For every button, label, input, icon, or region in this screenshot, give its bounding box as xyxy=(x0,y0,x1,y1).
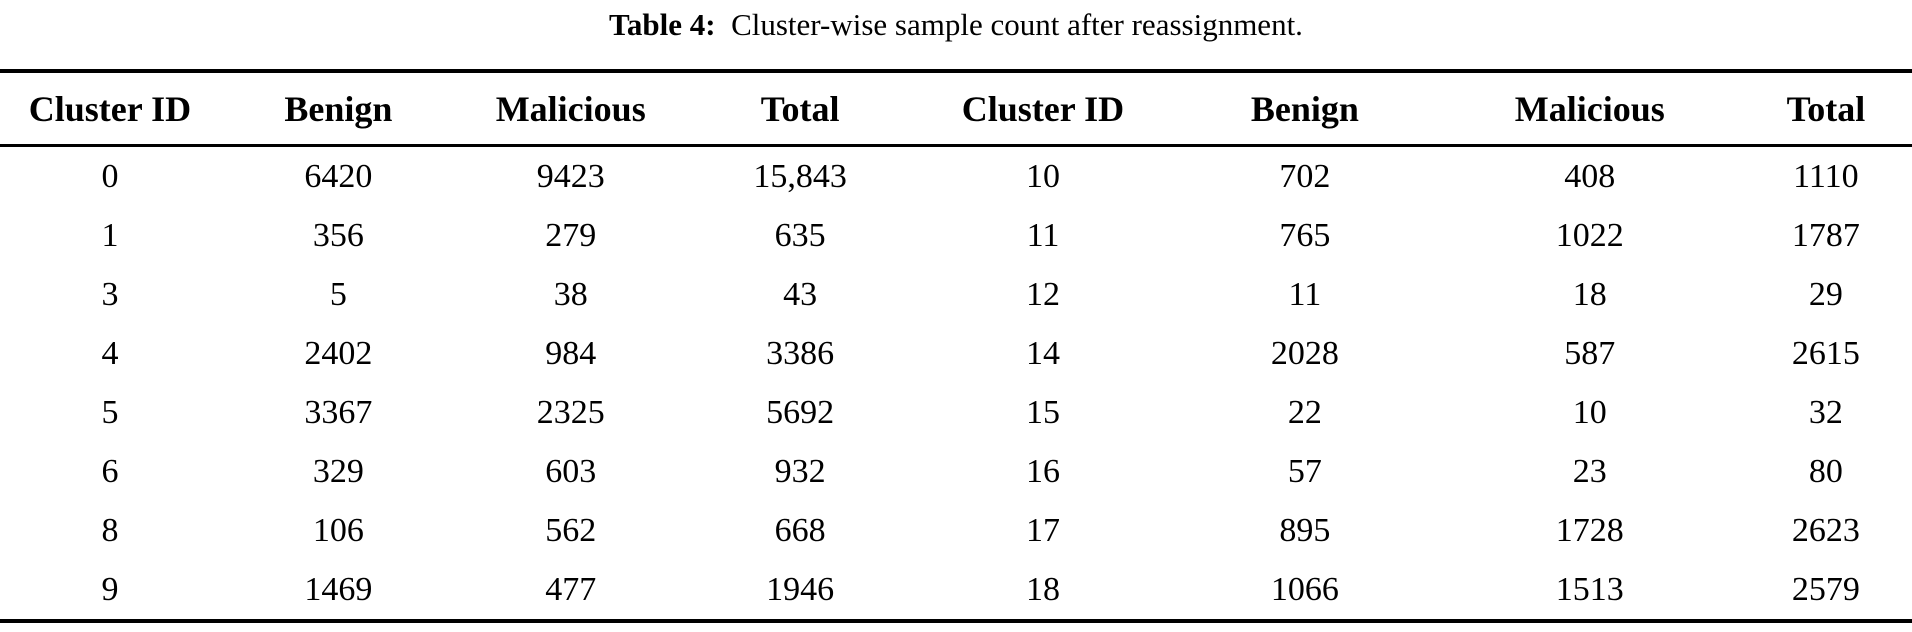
table-caption: Table 4: Cluster-wise sample count after … xyxy=(0,0,1912,45)
cell-total: 1110 xyxy=(1793,157,1859,195)
cell-malicious: 562 xyxy=(545,511,597,549)
column-header-benign-right: Benign xyxy=(1250,88,1359,129)
table-row: 8 106 562 668 17 895 1728 2623 xyxy=(0,501,1912,560)
cell-cluster-id: 12 xyxy=(1025,275,1060,313)
cell-cluster-id: 0 xyxy=(101,157,119,195)
cell-total: 2623 xyxy=(1791,511,1860,549)
cell-cluster-id: 4 xyxy=(101,334,119,372)
table-header: Cluster ID Benign Malicious Total Cluste… xyxy=(0,71,1912,146)
cell-cluster-id: 17 xyxy=(1025,511,1060,549)
cell-malicious: 408 xyxy=(1564,157,1616,195)
table-body: 0 6420 9423 15,843 10 702 408 1110 1 356… xyxy=(0,146,1912,622)
cell-total: 32 xyxy=(1808,393,1843,431)
cell-malicious: 38 xyxy=(553,275,588,313)
cell-cluster-id: 1 xyxy=(101,216,119,254)
column-header-total-right: Total xyxy=(1786,88,1866,129)
cell-benign: 6420 xyxy=(304,157,373,195)
cell-total: 2579 xyxy=(1791,570,1860,608)
cell-total: 5692 xyxy=(766,393,835,431)
cell-cluster-id: 18 xyxy=(1025,570,1060,608)
cell-total: 932 xyxy=(774,452,826,490)
cell-malicious: 10 xyxy=(1572,393,1607,431)
cell-malicious: 18 xyxy=(1572,275,1607,313)
column-header-total-left: Total xyxy=(760,88,840,129)
table-caption-text: Cluster-wise sample count after reassign… xyxy=(731,7,1303,42)
cell-cluster-id: 9 xyxy=(101,570,119,608)
cell-malicious: 587 xyxy=(1564,334,1616,372)
cell-cluster-id: 6 xyxy=(101,452,119,490)
cell-total: 635 xyxy=(774,216,826,254)
cell-total: 29 xyxy=(1808,275,1843,313)
cell-benign: 329 xyxy=(312,452,364,490)
cell-total: 43 xyxy=(783,275,818,313)
cell-total: 1946 xyxy=(766,570,835,608)
cell-cluster-id: 15 xyxy=(1025,393,1060,431)
cell-malicious: 279 xyxy=(545,216,597,254)
cell-malicious: 984 xyxy=(545,334,597,372)
table-row: 6 329 603 932 16 57 23 80 xyxy=(0,442,1912,501)
cell-cluster-id: 5 xyxy=(101,393,119,431)
cell-malicious: 1728 xyxy=(1555,511,1624,549)
cell-benign: 1066 xyxy=(1270,570,1339,608)
cell-total: 1787 xyxy=(1791,216,1860,254)
table-row: 1 356 279 635 11 765 1022 1787 xyxy=(0,206,1912,265)
table-row: 0 6420 9423 15,843 10 702 408 1110 xyxy=(0,146,1912,207)
cell-cluster-id: 11 xyxy=(1026,216,1060,254)
cell-cluster-id: 16 xyxy=(1025,452,1060,490)
column-header-malicious-right: Malicious xyxy=(1514,88,1665,129)
column-header-benign-left: Benign xyxy=(284,88,393,129)
cell-benign: 3367 xyxy=(304,393,373,431)
table-row: 4 2402 984 3386 14 2028 587 2615 xyxy=(0,324,1912,383)
column-header-malicious-left: Malicious xyxy=(495,88,646,129)
cluster-sample-count-table: Cluster ID Benign Malicious Total Cluste… xyxy=(0,69,1912,623)
cell-total: 80 xyxy=(1808,452,1843,490)
cell-malicious: 603 xyxy=(545,452,597,490)
cell-benign: 2402 xyxy=(304,334,373,372)
cell-benign: 2028 xyxy=(1270,334,1339,372)
cell-benign: 57 xyxy=(1287,452,1322,490)
cell-malicious: 1022 xyxy=(1555,216,1624,254)
cell-benign: 11 xyxy=(1288,275,1322,313)
cell-total: 668 xyxy=(774,511,826,549)
cell-malicious: 9423 xyxy=(536,157,605,195)
cell-benign: 5 xyxy=(329,275,347,313)
cell-total: 15,843 xyxy=(753,157,847,195)
cell-benign: 356 xyxy=(312,216,364,254)
cell-benign: 702 xyxy=(1279,157,1331,195)
cell-malicious: 2325 xyxy=(536,393,605,431)
table-row: 3 5 38 43 12 11 18 29 xyxy=(0,265,1912,324)
cell-cluster-id: 14 xyxy=(1025,334,1060,372)
cell-cluster-id: 8 xyxy=(101,511,119,549)
table-row: 9 1469 477 1946 18 1066 1513 2579 xyxy=(0,560,1912,621)
cell-cluster-id: 10 xyxy=(1025,157,1060,195)
table-row: 5 3367 2325 5692 15 22 10 32 xyxy=(0,383,1912,442)
cell-malicious: 477 xyxy=(545,570,597,608)
column-header-cluster-id-right: Cluster ID xyxy=(961,88,1125,129)
cell-total: 2615 xyxy=(1791,334,1860,372)
cell-malicious: 1513 xyxy=(1555,570,1624,608)
table-caption-label: Table 4: xyxy=(609,7,716,42)
cell-malicious: 23 xyxy=(1572,452,1607,490)
cell-cluster-id: 3 xyxy=(101,275,119,313)
cell-benign: 1469 xyxy=(304,570,373,608)
cell-benign: 765 xyxy=(1279,216,1331,254)
cell-benign: 22 xyxy=(1287,393,1322,431)
header-row: Cluster ID Benign Malicious Total Cluste… xyxy=(0,71,1912,146)
column-header-cluster-id-left: Cluster ID xyxy=(28,88,192,129)
cell-benign: 895 xyxy=(1279,511,1331,549)
cell-benign: 106 xyxy=(312,511,364,549)
cell-total: 3386 xyxy=(766,334,835,372)
